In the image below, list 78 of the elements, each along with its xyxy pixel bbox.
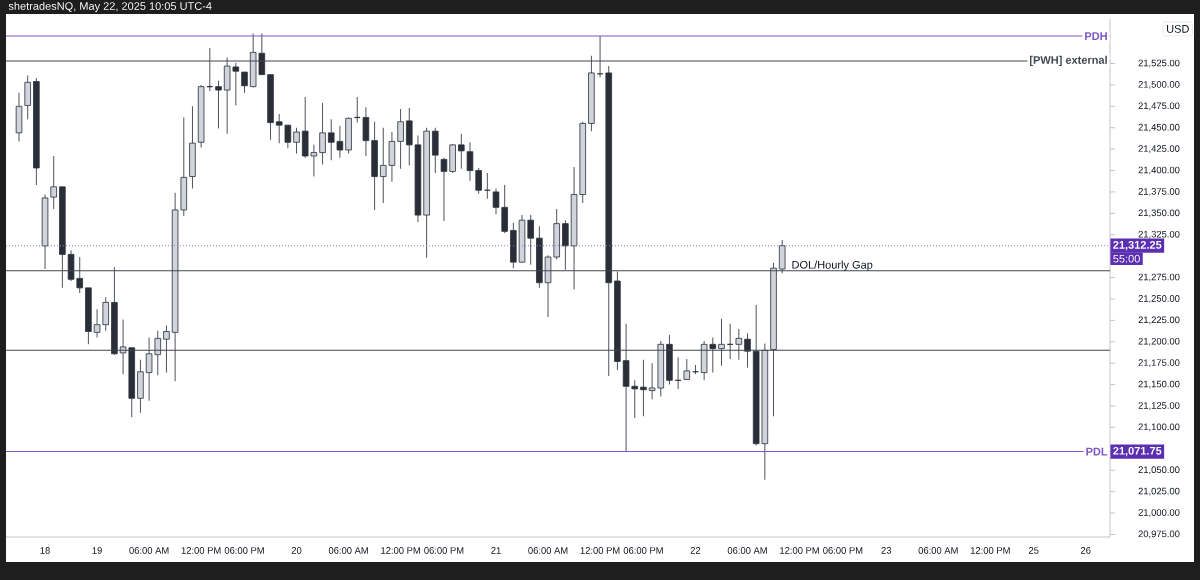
ref-line-label: 21,312.25 [1113, 240, 1162, 251]
x-tick-label: 22 [690, 547, 701, 554]
y-tick-label: 21,250.00 [1138, 295, 1180, 303]
candlestick [432, 127, 439, 174]
y-tick-label: 21,475.00 [1138, 102, 1180, 111]
x-tick-label: 26 [1080, 547, 1091, 554]
y-tick-label: 21,450.00 [1138, 123, 1180, 132]
x-tick-label: 12:00 PM [970, 547, 1010, 554]
text: 21,071.75 [1113, 446, 1162, 457]
x-tick-label: 06:00 PM [823, 547, 863, 554]
y-tick-label: 21,325.00 [1138, 230, 1180, 239]
candlestick [640, 359, 647, 417]
x-tick-label: 18 [40, 547, 50, 554]
candlestick [770, 262, 777, 417]
candlestick [536, 225, 543, 289]
candlestick [718, 318, 725, 367]
candlestick [423, 127, 430, 259]
candlestick [241, 71, 248, 94]
candlestick [189, 105, 196, 190]
candlestick [744, 332, 751, 368]
ref-line-label: PDL [1086, 447, 1108, 456]
x-tick-label: 20 [291, 547, 302, 554]
y-tick-label: 21,000.00 [1138, 509, 1180, 517]
text: 55:00 [1113, 254, 1140, 263]
y-tick-label: 21,125.00 [1138, 402, 1180, 410]
candlestick [666, 334, 673, 386]
candlestick [683, 358, 691, 380]
candlestick [59, 186, 66, 289]
x-tick-label: 12:00 PM [381, 547, 420, 554]
y-tick-label: 21,500.00 [1138, 81, 1180, 89]
annotation: DOL/Hourly Gap [792, 260, 873, 271]
candlestick [371, 121, 378, 211]
x-tick-label: 12:00 PM [780, 547, 819, 554]
y-tick-label: 21,175.00 [1138, 359, 1180, 368]
y-tick-label: 21,225.00 [1138, 316, 1180, 325]
candlestick [267, 74, 274, 141]
y-tick-label: 21,375.00 [1138, 188, 1180, 196]
candlestick [440, 157, 448, 222]
candlestick [735, 328, 743, 361]
candlestick [33, 77, 40, 186]
y-tick-label: 21,200.00 [1138, 337, 1180, 346]
x-tick-label: 06:00 AM [328, 547, 368, 554]
candlestick [362, 106, 370, 157]
candlestick [319, 102, 326, 166]
x-tick-label: 25 [1028, 547, 1039, 554]
text: USD [1167, 24, 1189, 33]
x-tick-label: 21 [491, 547, 501, 554]
x-tick-label: 06:00 PM [424, 547, 464, 554]
x-tick-label: 12:00 PM [580, 547, 620, 554]
y-tick-label: 21,025.00 [1138, 487, 1180, 496]
x-tick-label: 19 [92, 547, 102, 554]
candlestick [197, 84, 205, 148]
y-tick-label: 21,400.00 [1138, 166, 1180, 175]
y-tick-label: 21,525.00 [1138, 59, 1180, 68]
candlestick [562, 219, 569, 271]
candlestick [397, 108, 404, 170]
ref-line-label: [PWH] external [1030, 55, 1107, 67]
y-tick-label: 21,100.00 [1138, 423, 1180, 432]
ref-line-label: PDH [1085, 32, 1107, 40]
y-tick-label: 20,975.00 [1138, 530, 1180, 539]
x-tick-label: 23 [881, 547, 892, 554]
y-tick-label: 21,050.00 [1138, 466, 1180, 475]
x-tick-label: 06:00 PM [224, 547, 264, 554]
x-tick-label: 06:00 AM [918, 547, 958, 554]
candlestick [85, 287, 92, 345]
y-tick-label: 21,275.00 [1138, 273, 1180, 282]
x-tick-label: 12:00 PM [181, 547, 221, 554]
y-tick-label: 21,150.00 [1138, 380, 1180, 389]
candlestick [15, 92, 23, 142]
y-tick-label: 21,350.00 [1138, 209, 1180, 218]
candlestick [111, 266, 118, 355]
candlestick [137, 359, 144, 414]
x-tick-label: 06:00 PM [623, 547, 663, 554]
x-tick-label: 06:00 AM [528, 547, 568, 554]
x-tick-label: 06:00 AM [129, 547, 169, 554]
y-tick-label: 21,425.00 [1138, 145, 1180, 154]
chart-title: shetradesNQ, May 22, 2025 10:05 UTC-4 [8, 1, 212, 13]
x-tick-label: 06:00 AM [727, 547, 767, 554]
